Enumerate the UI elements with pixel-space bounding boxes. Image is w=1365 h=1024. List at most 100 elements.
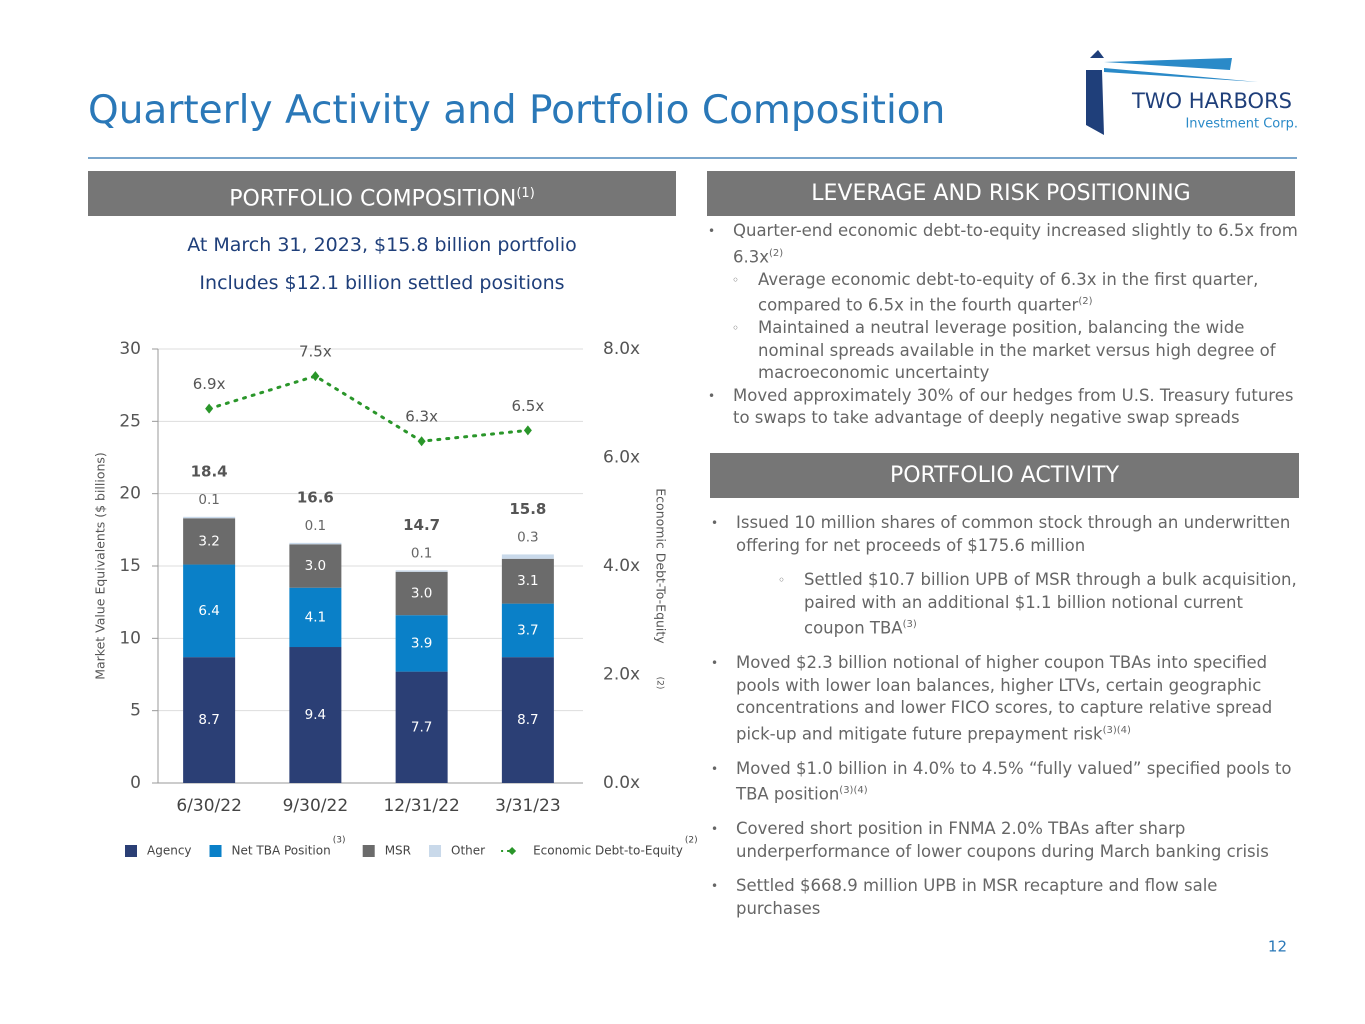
data-label: 8.7 [517,712,538,728]
bullet-text: Moved approximately 30% of our hedges fr… [733,385,1294,428]
bullet: Average economic debt-to-equity of 6.3x … [732,269,1298,318]
bullet-text: Moved $1.0 billion in 4.0% to 4.5% “full… [736,758,1292,804]
bar-segment [289,544,342,588]
legend-swatch [508,847,517,855]
bullet: Maintained a neutral leverage position, … [732,317,1298,385]
slide-title: Quarterly Activity and Portfolio Composi… [88,88,946,133]
line-label: 7.5x [299,343,332,361]
activity-heading: PORTFOLIO ACTIVITY [710,453,1299,498]
legend-swatch [362,845,375,857]
leverage-bullets: Quarter-end economic debt-to-equity incr… [708,220,1298,430]
x-tick-label: 6/30/22 [176,796,242,816]
bullet-note: (3)(4) [839,785,868,796]
y2-tick-label: 4.0x [603,556,640,576]
line [207,374,530,443]
bullet: Moved $1.0 billion in 4.0% to 4.5% “full… [711,758,1301,807]
bar-segment [501,657,554,783]
legend-label: Other [451,844,485,858]
y-tick-label: 5 [130,701,141,721]
bar-segment [395,671,448,783]
bar-segment [501,603,554,658]
line-marker [523,425,532,436]
total-label: 15.8 [509,500,546,518]
logo-name: TWO HARBORS [1131,89,1292,113]
data-label: 7.7 [411,719,432,735]
bar-segment [289,542,342,545]
y-tick-label: 15 [119,556,141,576]
bullet-note: (2) [769,247,784,259]
bar-segment [183,657,236,783]
bar-segment [501,554,554,559]
heading-text: PORTFOLIO COMPOSITION [229,186,517,212]
total-label: 16.6 [297,488,334,506]
y-tick-label: 20 [119,484,141,504]
y2-axis-note: (2) [655,677,665,690]
y2-tick-label: 2.0x [603,665,640,685]
legend-note: (2) [685,836,698,846]
data-label: 3.9 [411,635,432,651]
line-marker [205,403,214,414]
bar-segment [183,564,236,658]
bar-segment [501,558,554,604]
legend-swatch [429,845,442,857]
bullet: Moved $2.3 billion notional of higher co… [711,652,1301,746]
y-tick-label: 25 [119,411,141,431]
bullet-text: Issued 10 million shares of common stock… [736,513,1291,555]
y-tick-label: 0 [130,773,141,793]
y2-axis-label: Economic Debt-To-Equity [654,488,669,644]
data-label: 3.1 [517,573,538,589]
bar-segment [395,570,448,572]
data-label: 3.2 [198,533,219,549]
bullet-text: Quarter-end economic debt-to-equity incr… [733,221,1298,266]
line-marker [417,436,426,447]
logo-sub: Investment Corp. [1185,117,1298,132]
y2-tick-label: 8.0x [603,339,640,359]
title-rule [88,157,1297,159]
bar-segment [183,516,236,519]
bullet: Covered short position in FNMA 2.0% TBAs… [711,818,1301,863]
y-tick-label: 30 [119,339,141,359]
bullet: Quarter-end economic debt-to-equity incr… [708,220,1298,269]
legend-swatch [209,845,222,857]
bullet: Moved approximately 30% of our hedges fr… [708,385,1298,430]
heading-note: (1) [516,186,535,201]
legend-label: Net TBA Position [232,844,331,858]
bullet: Issued 10 million shares of common stock… [711,512,1301,557]
bullet-note: (3)(4) [1102,724,1131,736]
data-label: 0.1 [411,545,432,561]
x-tick-label: 9/30/22 [283,796,349,816]
y2-tick-label: 6.0x [603,448,640,468]
bar-segment [183,518,236,565]
data-label: 0.1 [305,518,326,534]
data-label: 3.7 [517,622,538,638]
bullet-note: (3) [902,619,917,630]
data-label: 4.1 [305,609,326,625]
activity-bullets: Issued 10 million shares of common stock… [711,512,1301,920]
bar-segment [289,647,342,783]
line-label: 6.9x [193,375,226,393]
bar-segment [395,615,448,672]
legend-label: Agency [147,844,192,858]
logo: TWO HARBORS Investment Corp. [1086,50,1298,135]
total-label: 14.7 [403,516,440,534]
data-label: 3.0 [411,585,432,601]
data-label: 9.4 [305,707,326,723]
bullet-text: Maintained a neutral leverage position, … [758,318,1276,382]
data-label: 3.0 [305,558,326,574]
legend-label: MSR [385,844,411,858]
y2-tick-label: 0.0x [603,773,640,793]
data-label: 6.4 [198,603,219,619]
bullet-text: Settled $10.7 billion UPB of MSR through… [804,570,1297,638]
bullet-text: Average economic debt-to-equity of 6.3x … [758,269,1259,315]
y-axis-label: Market Value Equivalents ($ billions) [93,452,108,680]
bullet: Settled $10.7 billion UPB of MSR through… [778,569,1301,640]
total-label: 18.4 [191,462,228,480]
bar-segment [395,571,448,616]
data-label: 8.7 [198,712,219,728]
composition-line: Includes $12.1 billion settled positions [199,272,565,294]
legend-note: (3) [333,836,346,846]
line-marker [311,371,320,382]
bullet-text: Settled $668.9 million UPB in MSR recapt… [736,876,1218,918]
